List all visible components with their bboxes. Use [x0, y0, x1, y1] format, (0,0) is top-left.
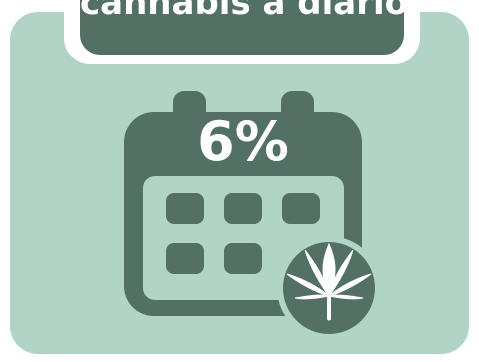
percent-value: 6%: [197, 110, 289, 173]
header-text: cannabis a diario.: [80, 0, 404, 20]
header-tab: [80, 0, 404, 55]
cannabis-leaf-icon: [277, 236, 381, 340]
